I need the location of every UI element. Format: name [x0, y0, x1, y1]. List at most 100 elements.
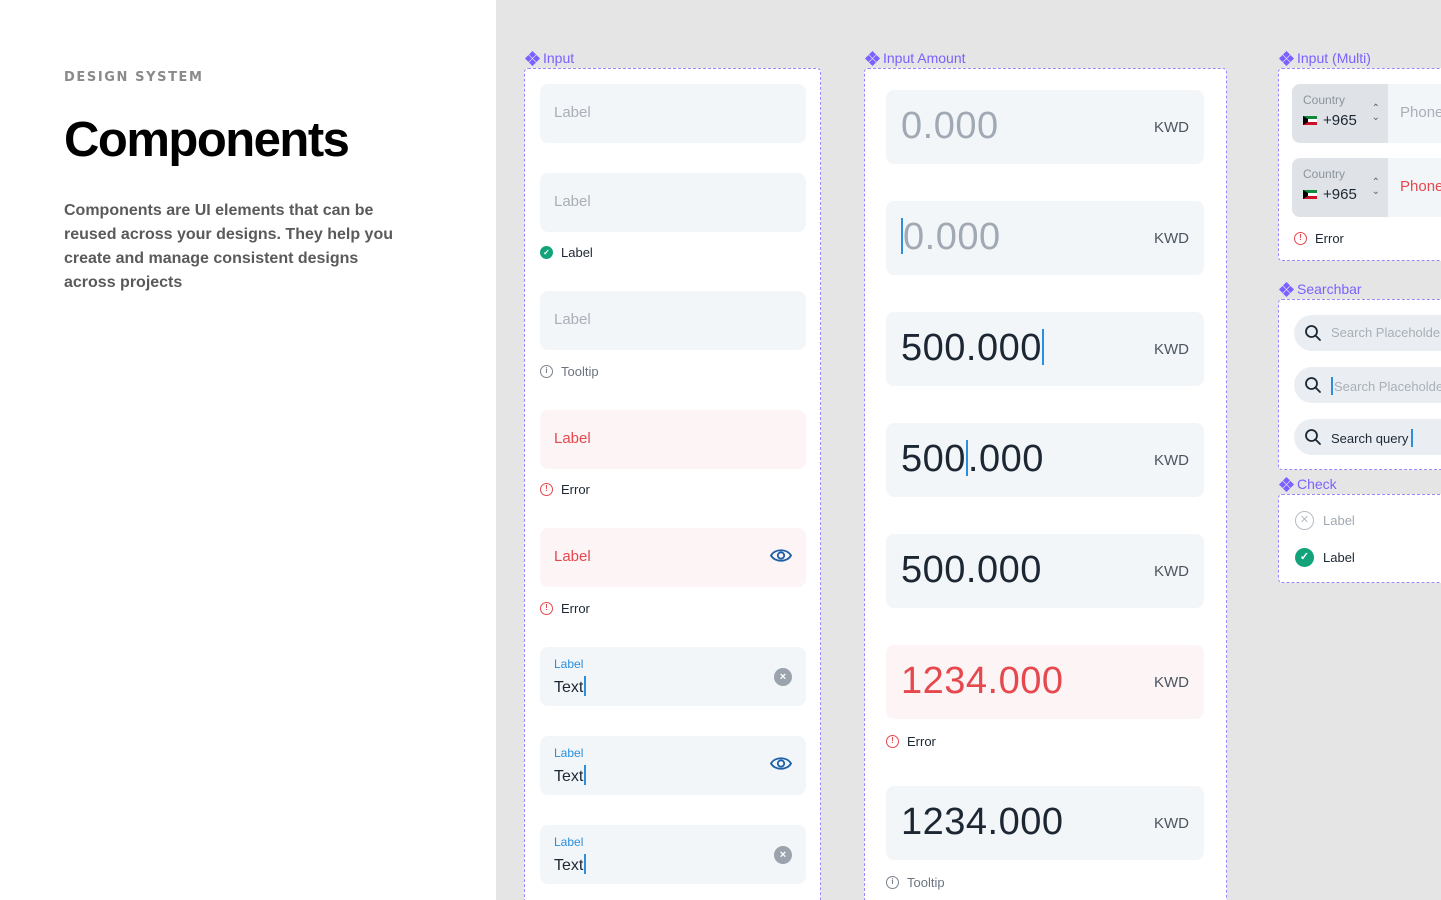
search-bar-focused[interactable]: Search Placeholder [1294, 367, 1441, 403]
component-icon [1278, 281, 1295, 297]
component-icon [1278, 476, 1295, 492]
helper-text: Error [1315, 231, 1344, 246]
country-code-select[interactable]: Country +965 ⌃ ⌄ [1292, 84, 1388, 143]
input-field-filled[interactable]: Label Text × [540, 825, 806, 884]
country-code-select[interactable]: Country +965 ⌃ ⌄ [1292, 158, 1388, 217]
design-canvas: Input Label Label ✓ Label Label i Toolti… [496, 0, 1441, 900]
field-value: Text [554, 676, 587, 697]
x-circle-icon: ✕ [1295, 511, 1314, 530]
phone-placeholder: Phone [1400, 104, 1441, 121]
country-code: +965 [1303, 186, 1357, 203]
currency-label: KWD [1154, 674, 1189, 691]
helper-tooltip: i Tooltip [540, 364, 599, 379]
eyebrow: DESIGN SYSTEM [64, 70, 204, 85]
frame-label-searchbar[interactable]: Searchbar [1278, 281, 1362, 297]
phone-input-error[interactable]: Country +965 ⌃ ⌄ Phone [1292, 158, 1441, 217]
amount-value: 1234.000 [901, 801, 1064, 843]
input-field[interactable]: Label [540, 173, 806, 232]
check-unchecked[interactable]: ✕ Label [1295, 511, 1355, 530]
input-frame: Label Label ✓ Label Label i Tooltip Labe… [524, 68, 821, 900]
helper-error: ! Error [886, 734, 936, 749]
component-icon [864, 50, 881, 66]
text-caret [584, 765, 587, 785]
helper-text: Error [907, 734, 936, 749]
frame-label-input-amount[interactable]: Input Amount [864, 50, 966, 66]
page-title: Components [64, 113, 350, 167]
text-caret [584, 676, 587, 696]
eye-icon[interactable] [769, 755, 793, 776]
phone-placeholder: Phone [1400, 178, 1441, 195]
input-multi-frame: Country +965 ⌃ ⌄ Phone Country +965 ⌃ ⌄ Ph… [1278, 68, 1441, 261]
frame-title: Input Amount [883, 50, 966, 66]
input-field[interactable]: Label [540, 291, 806, 350]
check-checked[interactable]: ✓ Label [1295, 548, 1355, 567]
helper-text: Label [561, 245, 593, 260]
search-placeholder: Search Placeholder [1331, 325, 1441, 340]
frame-title: Input (Multi) [1297, 50, 1371, 66]
error-icon: ! [540, 483, 553, 496]
input-amount-frame: 0.000 KWD 0.000 KWD 500.000 KWD 500.000 … [864, 68, 1227, 900]
amount-value: 0.000 [901, 105, 999, 147]
floating-label: Label [554, 746, 584, 760]
frame-label-input[interactable]: Input [524, 50, 575, 66]
amount-value: 0.000 [901, 216, 1001, 258]
frame-label-input-multi[interactable]: Input (Multi) [1278, 50, 1371, 66]
clear-icon[interactable]: × [774, 845, 792, 864]
field-value: Text [554, 765, 587, 786]
search-query: Search query [1331, 429, 1414, 447]
chevron-updown-icon: ⌃ ⌄ [1371, 177, 1380, 197]
text-caret [1041, 329, 1044, 365]
field-value: Text [554, 854, 587, 875]
amount-field-tooltip[interactable]: 1234.000 KWD [886, 786, 1204, 860]
amount-field-typing[interactable]: 500.000 KWD [886, 312, 1204, 386]
frame-label-check[interactable]: Check [1278, 476, 1337, 492]
info-icon: i [886, 876, 899, 889]
eye-icon[interactable] [769, 547, 793, 568]
text-caret [1411, 429, 1414, 447]
search-bar-filled[interactable]: Search query [1294, 419, 1441, 455]
amount-field-editing[interactable]: 500.000 KWD [886, 423, 1204, 497]
helper-text: Tooltip [561, 364, 599, 379]
field-label: Label [554, 193, 591, 210]
phone-input[interactable]: Country +965 ⌃ ⌄ Phone [1292, 84, 1441, 143]
password-field-filled[interactable]: Label Text [540, 736, 806, 795]
check-circle-icon: ✓ [1295, 548, 1314, 567]
amount-value: 500.000 [901, 438, 1044, 480]
currency-label: KWD [1154, 119, 1189, 136]
component-icon [524, 50, 541, 66]
clear-icon[interactable]: × [774, 667, 792, 686]
search-bar[interactable]: Search Placeholder [1294, 315, 1441, 351]
error-icon: ! [540, 602, 553, 615]
search-icon [1304, 324, 1322, 347]
country-label: Country [1303, 93, 1346, 107]
frame-title: Input [543, 50, 575, 66]
info-icon: i [540, 365, 553, 378]
searchbar-frame: Search Placeholder Search Placeholder Se… [1278, 299, 1441, 470]
field-label: Label [554, 430, 591, 447]
check-label: Label [1323, 513, 1355, 528]
amount-field-error[interactable]: 1234.000 KWD [886, 645, 1204, 719]
amount-field-focused[interactable]: 0.000 KWD [886, 201, 1204, 275]
text-caret [965, 440, 968, 476]
password-field-error[interactable]: Label [540, 528, 806, 587]
amount-field-filled[interactable]: 500.000 KWD [886, 534, 1204, 608]
kuwait-flag-icon [1303, 116, 1317, 125]
input-field-filled[interactable]: Label Text × [540, 647, 806, 706]
helper-error: ! Error [540, 601, 590, 616]
input-field[interactable]: Label [540, 84, 806, 143]
field-label: Label [554, 104, 591, 121]
amount-value: 500.000 [901, 327, 1044, 369]
helper-text: Error [561, 482, 590, 497]
currency-label: KWD [1154, 341, 1189, 358]
input-field-error[interactable]: Label [540, 410, 806, 469]
search-icon [1304, 428, 1322, 451]
amount-value: 500.000 [901, 549, 1042, 591]
text-caret [584, 854, 587, 874]
frame-title: Check [1297, 476, 1337, 492]
search-icon [1304, 376, 1322, 399]
country-code: +965 [1303, 112, 1357, 129]
chevron-updown-icon: ⌃ ⌄ [1371, 103, 1380, 123]
amount-field[interactable]: 0.000 KWD [886, 90, 1204, 164]
helper-tooltip: i Tooltip [886, 875, 945, 890]
floating-label: Label [554, 835, 584, 849]
